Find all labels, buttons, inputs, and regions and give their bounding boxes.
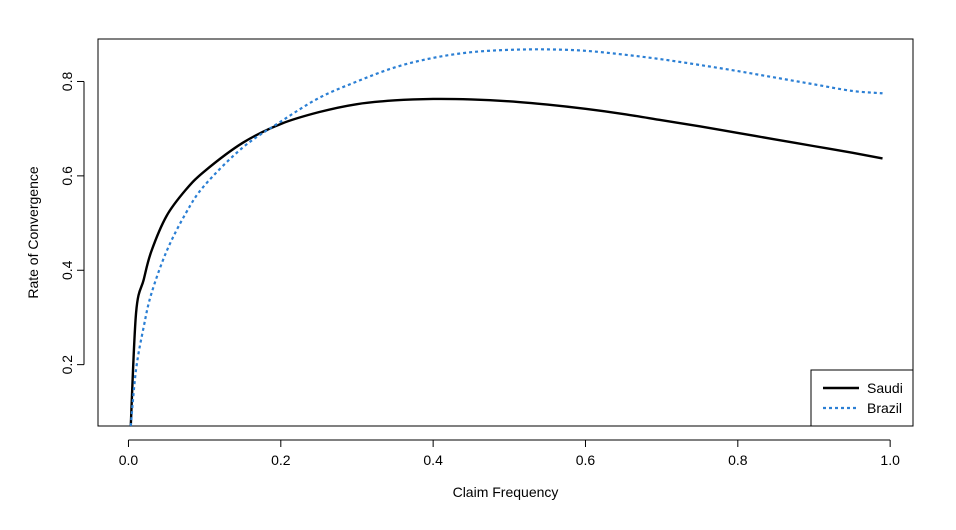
x-axis-label: Claim Frequency bbox=[453, 484, 559, 500]
plot-frame bbox=[97, 38, 914, 427]
series-line-brazil bbox=[129, 48, 883, 427]
legend-label-brazil: Brazil bbox=[867, 400, 902, 416]
y-tick-label: 0.8 bbox=[59, 72, 75, 92]
x-tick-label: 0.0 bbox=[119, 452, 139, 468]
y-tick-label: 0.6 bbox=[59, 166, 75, 186]
series-lines bbox=[129, 48, 883, 427]
legend-label-saudi: Saudi bbox=[867, 380, 903, 396]
x-tick-label: 0.4 bbox=[423, 452, 443, 468]
x-tick-label: 0.8 bbox=[728, 452, 748, 468]
legend-box bbox=[810, 369, 914, 427]
y-tick-label: 0.2 bbox=[59, 355, 75, 375]
x-tick-label: 0.2 bbox=[271, 452, 291, 468]
y-tick-label: 0.4 bbox=[59, 260, 75, 280]
legend: Saudi Brazil bbox=[810, 369, 914, 427]
x-tick-label: 1.0 bbox=[880, 452, 900, 468]
y-axis-label: Rate of Convergence bbox=[25, 166, 41, 299]
series-line-saudi bbox=[129, 97, 883, 427]
plot-area bbox=[97, 38, 914, 427]
axes: 0.0 0.2 0.4 0.6 0.8 1.0 0.2 0.4 0.6 0.8 bbox=[59, 72, 900, 468]
x-tick-label: 0.6 bbox=[576, 452, 596, 468]
